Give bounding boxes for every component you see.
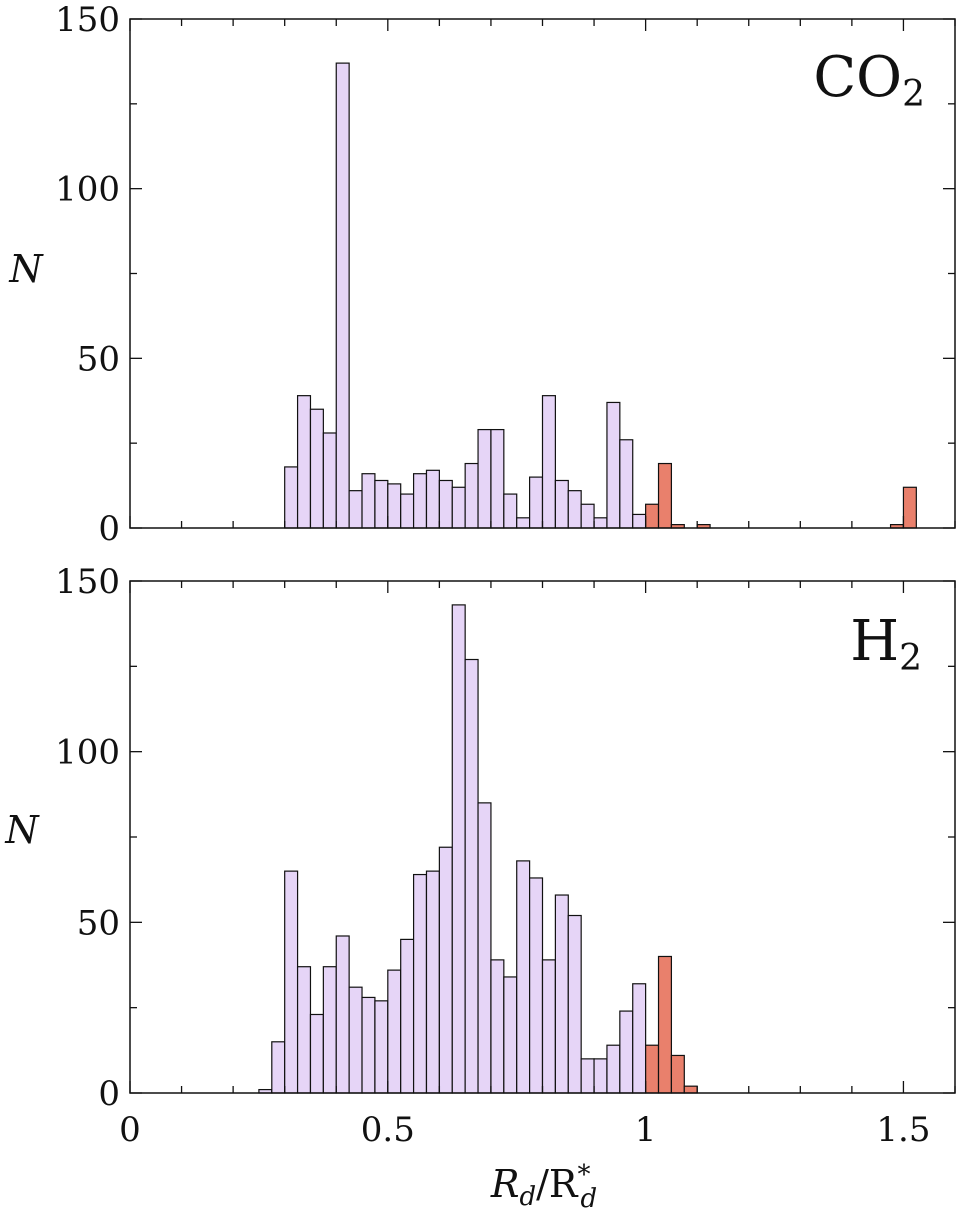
bar [541, 395, 556, 529]
y-tick-label: 0 [98, 509, 120, 549]
panel-label-main: H [850, 609, 899, 674]
bar [348, 490, 363, 529]
y-tick-label: 150 [55, 562, 120, 602]
bar [606, 1044, 621, 1094]
panel-label-subscript: 2 [902, 74, 925, 115]
bar [516, 860, 531, 1094]
bar [567, 914, 582, 1094]
y-tick-label: 0 [98, 1074, 120, 1114]
x-tick-label: 0.5 [361, 1110, 415, 1150]
bar [348, 986, 363, 1094]
x-tick-label: 0 [119, 1110, 141, 1150]
bar [503, 493, 518, 529]
bar [490, 959, 505, 1094]
bar [516, 517, 531, 529]
bar [580, 1058, 595, 1094]
bar [296, 395, 312, 529]
bar [503, 976, 518, 1094]
panel-2: 0 50 100 150 0 0.5 1 1.5 N H2 Rd/R* d [4, 562, 956, 1212]
bar [387, 969, 402, 1094]
bar [438, 846, 453, 1094]
bar [400, 493, 415, 529]
bar [529, 877, 544, 1094]
bars [284, 62, 917, 529]
bar [438, 479, 453, 529]
bar [554, 894, 569, 1094]
bar [387, 483, 402, 529]
bar [425, 469, 440, 529]
y-tick-label: 50 [77, 339, 120, 379]
bar [284, 466, 299, 529]
bar [361, 996, 376, 1094]
bar [451, 486, 466, 529]
bar [271, 1041, 286, 1094]
y-tick-label: 100 [55, 733, 120, 773]
bar [645, 503, 660, 529]
panel-label-subscript: 2 [899, 638, 922, 679]
bar [322, 432, 337, 529]
panel-1: 0 50 100 150 N CO2 [8, 0, 956, 549]
y-axis-label: N [4, 808, 40, 852]
bar [632, 513, 647, 529]
x-tick-label: 1 [635, 1110, 657, 1150]
bar [309, 408, 324, 529]
panel-label-main: CO [813, 45, 902, 110]
bar [451, 604, 466, 1094]
bar [902, 486, 917, 529]
panel-label: CO2 [813, 45, 925, 115]
bar [554, 479, 569, 529]
bar [593, 517, 608, 529]
y-tick-label: 50 [77, 903, 120, 943]
bar [657, 462, 673, 529]
bar [619, 1010, 634, 1094]
bar [619, 439, 634, 529]
y-axis-label: N [8, 247, 44, 291]
bar [529, 476, 544, 529]
x-axis-label: Rd/R* d [490, 1160, 597, 1212]
bar [593, 1058, 608, 1094]
panel-label: H2 [850, 609, 922, 679]
bar [335, 62, 350, 529]
y-tick-label: 150 [55, 0, 120, 40]
bar [567, 490, 582, 529]
bar [322, 966, 337, 1094]
bar [412, 473, 428, 529]
bar [464, 462, 479, 529]
y-tick-label: 100 [55, 170, 120, 210]
bar [361, 473, 376, 529]
bar [412, 873, 428, 1094]
bar [335, 935, 350, 1094]
bar [374, 479, 389, 529]
bar [683, 1085, 698, 1094]
bar [541, 959, 556, 1094]
bar [284, 870, 299, 1094]
bar [309, 1013, 324, 1094]
bar [670, 1054, 685, 1094]
bar [632, 983, 647, 1094]
bar [464, 658, 479, 1094]
bar [425, 870, 440, 1094]
bar [296, 966, 312, 1094]
bar [645, 1044, 660, 1094]
bar [606, 401, 621, 529]
bar [477, 428, 492, 529]
bar [490, 428, 505, 529]
bar [477, 802, 492, 1094]
x-tick-label: 1.5 [876, 1110, 930, 1150]
bars [258, 604, 698, 1094]
bar [580, 503, 595, 529]
bar [374, 1000, 389, 1094]
bar [657, 955, 673, 1094]
bar [400, 938, 415, 1094]
